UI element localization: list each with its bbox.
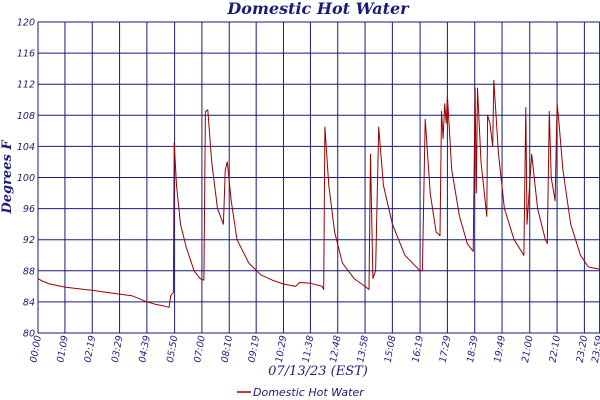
x-tick-label: 16:19 — [410, 335, 426, 364]
x-tick-label: 18:39 — [465, 335, 481, 364]
x-tick-label: 09:19 — [247, 335, 263, 364]
y-tick-label: 88 — [23, 266, 35, 277]
x-tick-label: 02:19 — [83, 335, 99, 364]
x-axis-ticks: 00:00 01:09 02:19 03:29 04:39 05:50 07:00 08:10… — [28, 335, 600, 364]
x-axis-label: 07/13/23 (EST) — [268, 364, 368, 379]
y-axis-label: Degrees F — [0, 140, 15, 215]
x-tick-label: 19:49 — [492, 335, 508, 364]
x-tick-label: 07:00 — [192, 335, 208, 364]
y-tick-label: 112 — [17, 80, 35, 91]
x-tick-label: 04:39 — [137, 335, 153, 364]
x-tick-label: 23:59 — [590, 335, 600, 364]
x-tick-label: 01:09 — [55, 335, 71, 364]
y-tick-label: 116 — [17, 49, 35, 60]
chart-title: Domestic Hot Water — [226, 0, 410, 18]
x-tick-label: 21:00 — [520, 335, 536, 364]
y-tick-label: 84 — [23, 297, 35, 308]
series-line — [37, 79, 600, 308]
y-tick-label: 80 — [23, 329, 35, 340]
x-tick-label: 23:20 — [575, 335, 591, 364]
x-tick-label: 10:29 — [274, 335, 290, 364]
x-tick-label: 03:29 — [110, 335, 126, 364]
y-tick-label: 108 — [17, 111, 35, 122]
y-axis-ticks: 80 84 88 92 96 100 104 108 112 116 120 — [17, 18, 35, 340]
x-tick-label: 12:48 — [328, 335, 344, 364]
y-tick-label: 104 — [17, 142, 35, 153]
x-tick-label: 11:38 — [301, 335, 317, 364]
x-tick-label: 17:29 — [438, 335, 454, 364]
legend-label: Domestic Hot Water — [253, 386, 365, 399]
x-tick-label: 00:00 — [28, 335, 44, 364]
x-tick-label: 15:08 — [383, 335, 399, 364]
y-tick-label: 120 — [17, 18, 35, 29]
x-tick-label: 05:50 — [165, 335, 181, 364]
x-tick-label: 08:10 — [220, 335, 236, 364]
grid — [38, 21, 600, 334]
x-tick-label: 13:58 — [355, 335, 371, 364]
y-tick-label: 96 — [23, 204, 35, 215]
y-tick-label: 100 — [17, 173, 35, 184]
y-tick-label: 92 — [23, 235, 35, 246]
x-tick-label: 22:10 — [547, 335, 563, 364]
series-layer — [37, 79, 600, 308]
legend: Domestic Hot Water — [237, 386, 365, 399]
